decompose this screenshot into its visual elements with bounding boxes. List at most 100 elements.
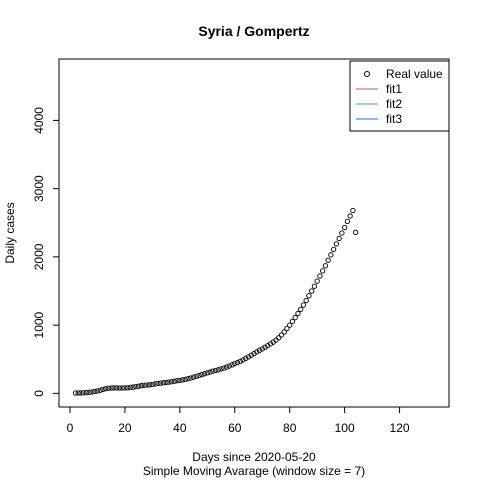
y-axis-label: Daily cases — [3, 202, 17, 263]
data-point — [317, 273, 323, 279]
data-point — [138, 383, 145, 389]
data-point — [223, 364, 230, 370]
x-tick-label: 20 — [118, 421, 132, 435]
chart-subtitle: Simple Moving Avarage (window size = 7) — [143, 464, 365, 478]
data-point — [289, 318, 296, 325]
data-point — [152, 381, 158, 387]
y-tick-label: 2000 — [32, 243, 46, 270]
data-point — [306, 293, 312, 299]
data-point — [201, 371, 208, 377]
data-point — [127, 384, 134, 390]
data-point — [81, 390, 87, 396]
data-point — [182, 376, 188, 383]
data-point — [311, 283, 318, 289]
data-point — [237, 358, 243, 364]
data-point — [105, 385, 112, 391]
x-tick-label: 60 — [228, 421, 242, 435]
data-point — [325, 257, 331, 263]
data-point — [199, 371, 205, 378]
data-point — [322, 263, 329, 269]
data-point — [295, 310, 301, 317]
data-point — [163, 379, 169, 386]
legend-label: Real value — [386, 67, 443, 81]
data-point — [330, 246, 337, 253]
legend-label: fit1 — [386, 82, 402, 96]
chart-title: Syria / Gompertz — [198, 23, 309, 39]
data-point — [78, 390, 84, 396]
data-point — [347, 213, 353, 219]
x-tick-label: 120 — [390, 421, 410, 435]
data-point — [75, 390, 81, 396]
data-point — [174, 378, 180, 384]
y-tick-label: 1000 — [32, 311, 46, 338]
y-axis: 0 1000 2000 3000 4000 — [32, 107, 60, 397]
data-point — [155, 380, 161, 387]
data-point — [207, 369, 213, 375]
data-point — [72, 390, 79, 396]
data-point — [157, 380, 164, 386]
data-point — [146, 382, 153, 388]
data-point — [190, 374, 197, 380]
data-point — [256, 347, 263, 353]
data-point — [278, 332, 285, 338]
data-point — [116, 385, 123, 391]
data-point — [218, 366, 224, 372]
data-point — [303, 297, 309, 304]
data-point — [166, 379, 172, 385]
data-point — [179, 377, 186, 383]
y-tick-label: 0 — [32, 390, 46, 397]
data-point — [300, 302, 307, 308]
data-point — [344, 218, 351, 225]
data-point — [196, 372, 202, 379]
data-points — [72, 207, 359, 396]
data-point — [188, 375, 194, 381]
data-point — [226, 363, 232, 369]
data-point — [103, 386, 109, 392]
data-point — [83, 390, 90, 396]
data-point — [111, 385, 117, 391]
data-point — [160, 380, 167, 386]
data-point — [281, 329, 287, 335]
data-point — [298, 306, 304, 313]
data-point — [333, 241, 340, 247]
data-point — [221, 365, 227, 371]
data-point — [248, 352, 254, 358]
data-point — [100, 386, 106, 393]
data-point — [234, 359, 241, 366]
y-tick-label: 4000 — [32, 107, 46, 134]
data-point — [193, 373, 199, 379]
legend-label: fit2 — [386, 97, 402, 111]
data-point — [350, 207, 356, 214]
data-point — [125, 385, 131, 391]
data-point — [94, 388, 101, 394]
data-point — [254, 349, 260, 355]
data-point — [287, 322, 293, 328]
data-point — [352, 229, 359, 235]
data-point — [130, 384, 136, 390]
data-point — [245, 354, 252, 360]
data-point — [320, 268, 326, 274]
data-point — [243, 355, 249, 362]
data-point — [168, 379, 175, 385]
data-point — [108, 385, 114, 391]
data-point — [135, 383, 142, 389]
data-point — [177, 377, 183, 384]
data-point — [144, 382, 150, 388]
data-point — [336, 235, 342, 242]
data-point — [133, 384, 139, 390]
legend-label: fit3 — [386, 112, 402, 126]
data-point — [204, 370, 210, 376]
data-point — [212, 367, 219, 374]
data-point — [232, 361, 238, 367]
data-point — [328, 252, 334, 258]
data-point — [210, 368, 216, 374]
x-tick-label: 40 — [173, 421, 187, 435]
data-point — [339, 230, 345, 236]
x-tick-label: 100 — [335, 421, 355, 435]
data-point — [119, 385, 125, 391]
data-point — [292, 314, 298, 321]
data-point — [276, 335, 282, 341]
